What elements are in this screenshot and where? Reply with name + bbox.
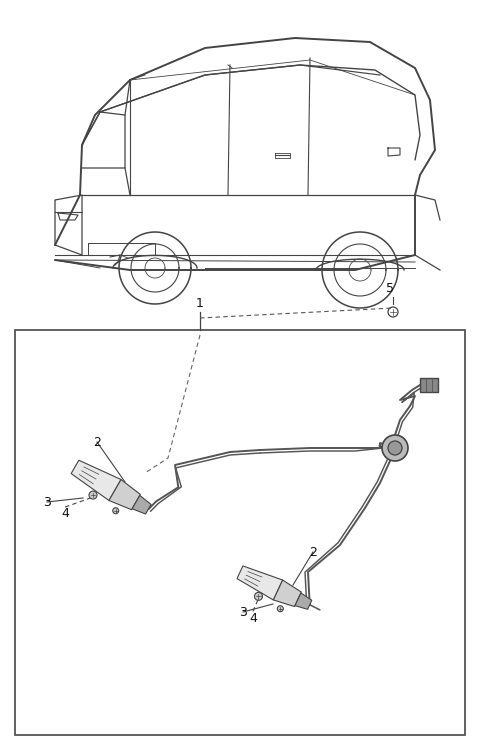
Polygon shape xyxy=(273,580,301,606)
Polygon shape xyxy=(109,480,140,510)
Circle shape xyxy=(254,592,263,600)
Circle shape xyxy=(277,606,283,612)
Text: 2: 2 xyxy=(309,545,317,559)
Polygon shape xyxy=(237,566,283,600)
Text: 5: 5 xyxy=(386,282,394,295)
Text: 1: 1 xyxy=(196,297,204,310)
Bar xyxy=(15,330,465,735)
Text: 3: 3 xyxy=(43,496,51,508)
Circle shape xyxy=(382,435,408,461)
Circle shape xyxy=(388,441,402,455)
Circle shape xyxy=(113,507,119,514)
Text: 4: 4 xyxy=(61,507,69,519)
Text: 3: 3 xyxy=(239,606,247,618)
Bar xyxy=(420,378,438,392)
Text: 4: 4 xyxy=(249,612,257,625)
Polygon shape xyxy=(132,496,151,514)
Polygon shape xyxy=(71,461,121,501)
Text: 2: 2 xyxy=(93,435,101,449)
Polygon shape xyxy=(295,593,312,609)
Circle shape xyxy=(89,491,97,499)
